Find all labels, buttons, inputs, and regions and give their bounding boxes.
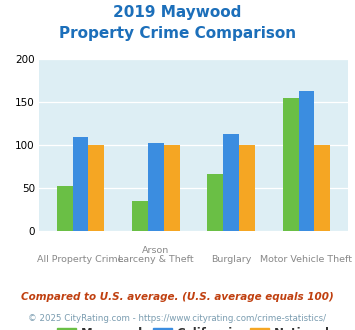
Text: Property Crime Comparison: Property Crime Comparison: [59, 26, 296, 41]
Text: Motor Vehicle Theft: Motor Vehicle Theft: [261, 255, 353, 264]
Bar: [132, 201, 148, 231]
Bar: [72, 137, 88, 231]
Bar: [283, 98, 299, 231]
Legend: Maywood, California, National: Maywood, California, National: [53, 323, 334, 330]
Text: Compared to U.S. average. (U.S. average equals 100): Compared to U.S. average. (U.S. average …: [21, 292, 334, 302]
Bar: [148, 143, 164, 231]
Bar: [57, 186, 72, 231]
Bar: [315, 145, 330, 231]
Text: © 2025 CityRating.com - https://www.cityrating.com/crime-statistics/: © 2025 CityRating.com - https://www.city…: [28, 314, 327, 323]
Bar: [164, 145, 180, 231]
Text: Arson: Arson: [142, 247, 169, 255]
Bar: [207, 174, 223, 231]
Bar: [239, 145, 255, 231]
Bar: [88, 145, 104, 231]
Text: 2019 Maywood: 2019 Maywood: [113, 5, 242, 20]
Text: All Property Crime: All Property Crime: [37, 255, 124, 264]
Bar: [223, 134, 239, 231]
Text: Larceny & Theft: Larceny & Theft: [118, 255, 193, 264]
Bar: [299, 91, 315, 231]
Text: Burglary: Burglary: [211, 255, 251, 264]
